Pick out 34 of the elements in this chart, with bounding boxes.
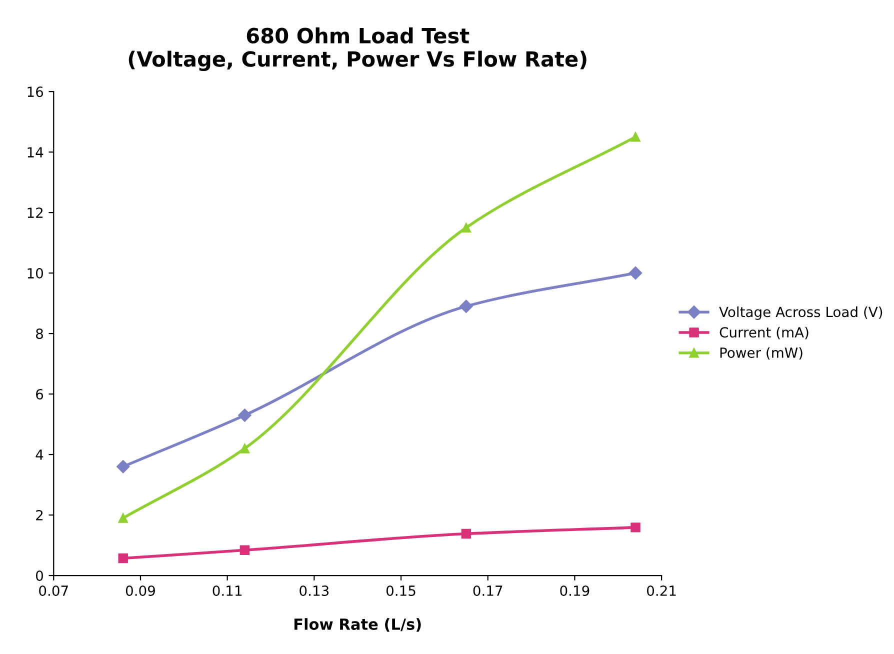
x-tick-label: 0.07 — [39, 585, 68, 596]
chart-title: 680 Ohm Load Test (Voltage, Current, Power Vs Flow Rate) — [128, 27, 586, 72]
y-tick-label: 8 — [36, 328, 43, 340]
point — [630, 522, 640, 532]
point — [238, 408, 252, 422]
x-tick-label: 0.21 — [647, 585, 676, 596]
point — [240, 444, 250, 454]
y-tick-label: 12 — [28, 208, 43, 218]
x-tick-label: 0.13 — [300, 585, 329, 596]
point — [628, 266, 642, 280]
x-tick-label: 0.19 — [560, 585, 590, 596]
y-tick-label: 2 — [36, 510, 43, 520]
point — [461, 528, 472, 539]
x-tick-label: 0.15 — [386, 585, 416, 596]
point — [118, 553, 128, 564]
legend-label: Power (mW) — [720, 347, 802, 360]
x-axis-title: Flow Rate (L/s) — [294, 618, 421, 632]
x-tick-label: 0.09 — [126, 585, 155, 596]
y-tick-label: 6 — [36, 389, 44, 400]
y-tick-label: 10 — [28, 268, 43, 279]
point — [116, 460, 130, 474]
x-tick-label: 0.17 — [473, 585, 502, 596]
point — [240, 545, 250, 555]
legend-label: Current (mA) — [720, 326, 808, 340]
y-tick-label: 14 — [28, 147, 44, 158]
point — [118, 513, 128, 523]
point — [461, 222, 472, 233]
legend-label: Voltage Across Load (V) — [719, 306, 882, 320]
y-tick-label: 0 — [36, 570, 43, 581]
x-tick-label: 0.11 — [212, 585, 242, 596]
point — [630, 132, 640, 142]
y-tick-label: 4 — [36, 450, 44, 460]
y-tick-label: 16 — [28, 86, 44, 98]
point — [460, 300, 473, 313]
